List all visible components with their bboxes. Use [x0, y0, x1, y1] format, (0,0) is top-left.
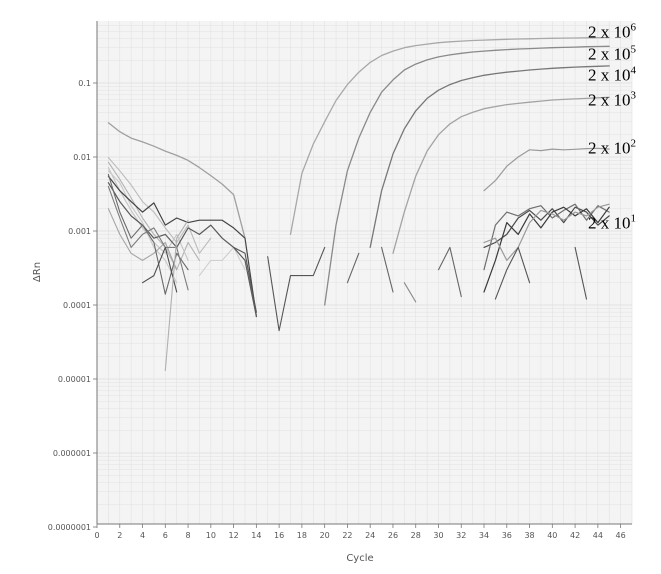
dilution-label: 2 x 103 [588, 89, 637, 109]
x-tick-label: 22 [342, 531, 352, 540]
x-tick-label: 46 [616, 531, 626, 540]
series-line [437, 246, 462, 298]
series-line [574, 246, 588, 300]
dilution-exponent: 4 [631, 65, 637, 77]
y-tick-label: 0.00001 [58, 375, 91, 384]
series-line [164, 219, 189, 372]
dilution-exponent: 2 [631, 137, 637, 149]
dilution-label: 2 x 102 [588, 137, 636, 157]
x-tick-label: 0 [94, 531, 99, 540]
series-line [346, 252, 360, 284]
series-line [267, 246, 326, 332]
x-tick-label: 38 [524, 531, 534, 540]
x-tick-label: 4 [140, 531, 145, 540]
dilution-base: 2 x 10 [588, 22, 631, 41]
dilution-exponent: 3 [631, 89, 637, 101]
x-tick-label: 40 [547, 531, 557, 540]
x-tick-label: 28 [411, 531, 421, 540]
series-line [392, 96, 610, 254]
dilution-label: 2 x 105 [588, 44, 637, 64]
x-tick-label: 44 [593, 531, 603, 540]
x-tick-label: 12 [229, 531, 239, 540]
series-line [289, 36, 610, 236]
series-line [233, 246, 257, 313]
x-tick-label: 34 [479, 531, 489, 540]
x-tick-label: 18 [297, 531, 307, 540]
x-tick-label: 32 [456, 531, 466, 540]
series-line [107, 185, 189, 291]
dilution-label: 2 x 101 [588, 213, 636, 233]
y-tick-label: 0.000001 [53, 449, 91, 458]
series-line [483, 147, 610, 192]
series-line [107, 170, 178, 284]
series-line [107, 175, 257, 318]
tick-labels: 0 2 4 6 8 10 12 14 16 18 20 22 24 26 28 30 32 34 36 38 40 42 4… [48, 79, 626, 540]
dilution-exponent: 6 [631, 21, 637, 33]
series-line [107, 208, 178, 271]
y-tick-label: 0.001 [68, 227, 91, 236]
y-tick-label: 0.1 [78, 79, 91, 88]
dilution-exponent: 5 [631, 44, 637, 56]
dilution-base: 2 x 10 [588, 90, 631, 109]
x-tick-label: 30 [433, 531, 443, 540]
series-line [198, 246, 246, 277]
x-tick-label: 14 [251, 531, 261, 540]
x-tick-label: 16 [274, 531, 284, 540]
series-line [107, 157, 212, 254]
x-tick-label: 6 [163, 531, 168, 540]
axes [93, 21, 632, 528]
series-line [381, 246, 394, 293]
x-tick-label: 42 [570, 531, 580, 540]
x-tick-label: 36 [502, 531, 512, 540]
dilution-exponent: 1 [631, 213, 637, 225]
series-line [141, 246, 178, 293]
dilution-label: 2 x 104 [588, 65, 637, 85]
series-line [369, 65, 610, 249]
x-tick-label: 8 [186, 531, 191, 540]
dilution-label: 2 x 106 [588, 21, 637, 41]
series-line [483, 206, 610, 293]
x-tick-label: 2 [117, 531, 122, 540]
dilution-base: 2 x 10 [588, 138, 631, 157]
series-line [483, 203, 610, 261]
x-tick-label: 20 [320, 531, 330, 540]
y-tick-label: 0.0000001 [48, 523, 91, 532]
x-tick-label: 10 [206, 531, 216, 540]
x-axis-label: Cycle [346, 553, 373, 564]
series-line [107, 182, 257, 318]
series-line [403, 282, 417, 303]
x-tick-label: 26 [388, 531, 398, 540]
series-layer [107, 36, 610, 372]
series-line [494, 246, 531, 300]
y-axis-label: ΔRn [32, 262, 43, 282]
plot-area [97, 21, 632, 524]
x-tick-label: 24 [365, 531, 375, 540]
dilution-base: 2 x 10 [588, 66, 631, 85]
y-tick-label: 0.01 [73, 153, 91, 162]
grid-lines [96, 21, 633, 524]
y-tick-label: 0.0001 [63, 301, 91, 310]
series-line [324, 45, 610, 306]
series-line [107, 122, 246, 239]
dilution-base: 2 x 10 [588, 214, 631, 233]
dilution-base: 2 x 10 [588, 45, 631, 64]
